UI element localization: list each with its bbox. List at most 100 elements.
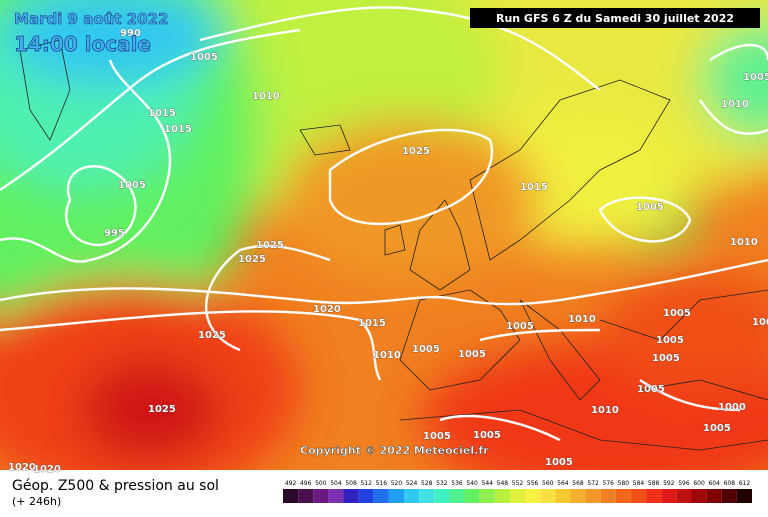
pressure-label: 1010 <box>568 314 596 325</box>
scale-cell <box>404 489 420 503</box>
scale-tick-label: 576 <box>603 480 615 487</box>
pressure-label: 1025 <box>238 254 266 265</box>
scale-tick-label: 520 <box>391 480 403 487</box>
footer-title: Géop. Z500 & pression au sol <box>12 478 219 494</box>
pressure-label: 1005 <box>656 335 684 346</box>
pressure-label: 1005 <box>458 349 486 360</box>
scale-tick-label: 504 <box>330 480 342 487</box>
scale-cell <box>494 489 510 503</box>
scale-tick-label: 532 <box>436 480 448 487</box>
pressure-label: 1005 <box>423 431 451 442</box>
pressure-label: 1005 <box>637 384 665 395</box>
scale-cell <box>388 489 405 503</box>
pressure-label: 1020 <box>33 464 61 475</box>
pressure-label: 1005 <box>752 317 768 328</box>
scale-tick-label: 604 <box>708 480 720 487</box>
scale-cell <box>373 489 389 503</box>
scale-cell <box>661 489 677 503</box>
pressure-label: 1005 <box>412 344 440 355</box>
map-field <box>0 0 768 470</box>
pressure-label: 1000 <box>718 402 746 413</box>
scale-cell <box>509 489 526 503</box>
pressure-label: 1005 <box>636 202 664 213</box>
scale-cell <box>646 489 662 503</box>
scale-tick-label: 568 <box>572 480 584 487</box>
pressure-label: 1005 <box>743 72 768 83</box>
scale-cell <box>570 489 586 503</box>
scale-cell <box>298 489 314 503</box>
pressure-label: 1020 <box>8 462 36 473</box>
scale-tick-label: 596 <box>678 480 690 487</box>
scale-cell <box>721 489 737 503</box>
pressure-label: 1015 <box>520 182 548 193</box>
pressure-label: 995 <box>104 228 125 239</box>
color-scale: 492 496 500 504 508 512 516 520 524 528 532 536 540 5… <box>283 480 752 503</box>
pressure-label: 1010 <box>591 405 619 416</box>
scale-cell <box>419 489 435 503</box>
scale-tick-label: 508 <box>345 480 357 487</box>
scale-tick-label: 512 <box>360 480 372 487</box>
scale-cell <box>358 489 374 503</box>
run-label: Run GFS 6 Z du Samedi 30 juillet 2022 <box>496 12 734 25</box>
pressure-label: 1005 <box>118 180 146 191</box>
scale-tick-label: 524 <box>406 480 418 487</box>
pressure-label: 1020 <box>313 304 341 315</box>
footer-lead: (+ 246h) <box>12 495 61 508</box>
pressure-label: 1025 <box>402 146 430 157</box>
scale-tick-label: 536 <box>451 480 463 487</box>
scale-cell <box>313 489 329 503</box>
scale-cell <box>706 489 722 503</box>
pressure-label: 1010 <box>252 91 280 102</box>
scale-cell <box>736 489 752 503</box>
pressure-label: 1005 <box>545 457 573 468</box>
run-box <box>470 8 760 28</box>
scale-tick-label: 552 <box>512 480 524 487</box>
scale-cell <box>343 489 359 503</box>
scale-cell <box>540 489 556 503</box>
scale-tick-label: 572 <box>587 480 599 487</box>
scale-tick-label: 556 <box>527 480 539 487</box>
scale-tick-label: 496 <box>300 480 312 487</box>
date-label: Mardi 9 août 2022 <box>14 10 168 28</box>
time-label: 14:00 locale <box>14 32 151 56</box>
scale-tick-label: 592 <box>663 480 675 487</box>
scale-tick-label: 548 <box>497 480 509 487</box>
scale-tick-label: 588 <box>648 480 660 487</box>
scale-tick-label: 612 <box>739 480 751 487</box>
scale-cell <box>615 489 631 503</box>
scale-tick-label: 580 <box>618 480 630 487</box>
pressure-label: 1010 <box>730 237 758 248</box>
pressure-label: 1025 <box>256 240 284 251</box>
scale-tick-label: 528 <box>421 480 433 487</box>
scale-cell <box>585 489 601 503</box>
scale-cell <box>691 489 707 503</box>
scale-cell <box>676 489 692 503</box>
scale-tick-label: 560 <box>542 480 554 487</box>
scale-cell <box>630 489 647 503</box>
scale-cell <box>525 489 541 503</box>
pressure-label: 1015 <box>148 108 176 119</box>
pressure-label: 1015 <box>358 318 386 329</box>
scale-cell <box>328 489 344 503</box>
scale-cell <box>464 489 480 503</box>
pressure-label: 1005 <box>473 430 501 441</box>
scale-cell <box>449 489 465 503</box>
scale-tick-label: 584 <box>633 480 645 487</box>
pressure-label: 1010 <box>373 350 401 361</box>
pressure-label: 990 <box>120 28 141 39</box>
scale-tick-label: 492 <box>285 480 297 487</box>
scale-tick-label: 516 <box>376 480 388 487</box>
pressure-labels: 990 1005 1010 1015 1015 1005 995 1025 1015 1005 10… <box>8 28 768 476</box>
pressure-label: 1010 <box>721 99 749 110</box>
scale-cell <box>555 489 571 503</box>
pressure-label: 1025 <box>148 404 176 415</box>
scale-cell <box>283 489 299 503</box>
scale-cell <box>600 489 616 503</box>
scale-tick-label: 540 <box>466 480 478 487</box>
pressure-label: 1005 <box>703 423 731 434</box>
scale-tick-label: 500 <box>315 480 327 487</box>
pressure-label: 1015 <box>164 124 192 135</box>
scale-tick-label: 544 <box>482 480 494 487</box>
pressure-label: 1005 <box>190 52 218 63</box>
